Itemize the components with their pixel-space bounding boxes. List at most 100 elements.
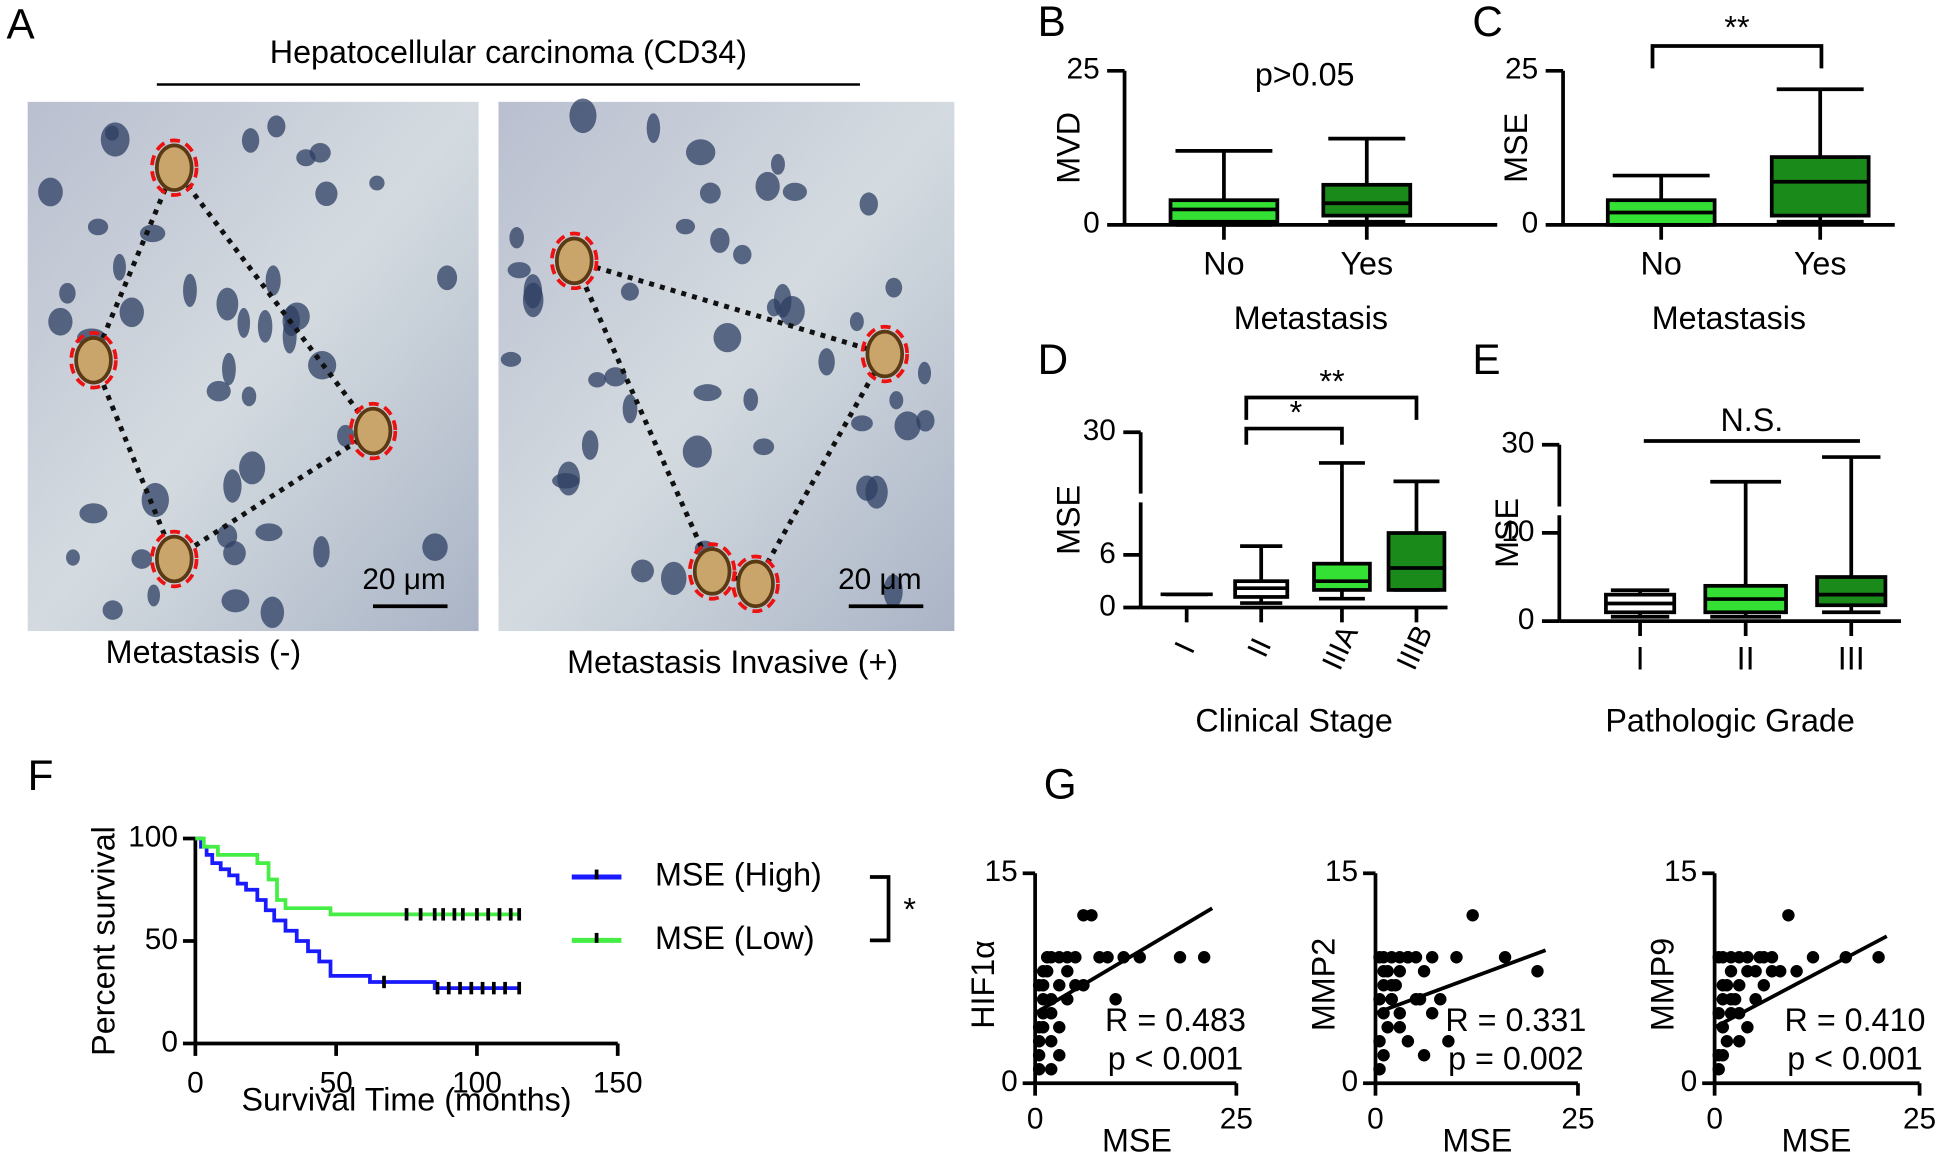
x-tick-label: Yes	[1794, 245, 1847, 281]
point	[1724, 965, 1738, 978]
x-tick-label: 100	[452, 1066, 502, 1099]
nucleus	[523, 274, 543, 309]
nucleus	[257, 309, 273, 343]
y-tick-label: 0	[1522, 207, 1539, 240]
nucleus	[239, 451, 266, 485]
point	[1753, 951, 1766, 964]
nucleus	[743, 388, 759, 411]
y-tick-label: 30	[1501, 427, 1534, 460]
x-tick-label: 25	[1903, 1102, 1936, 1135]
nucleus	[267, 115, 286, 138]
point	[1442, 1035, 1455, 1048]
y-axis-label: MSE	[1051, 485, 1087, 555]
point	[1377, 1049, 1390, 1062]
significance-bracket	[1244, 426, 1344, 445]
point	[1053, 979, 1066, 992]
x-tick-label: No	[1203, 245, 1244, 281]
nucleus	[713, 323, 742, 353]
nucleus	[699, 182, 721, 204]
y-tick-label: 0	[1681, 1065, 1698, 1098]
nucleus	[753, 438, 775, 456]
fit-line	[1374, 948, 1547, 1015]
nucleus	[851, 415, 873, 432]
significance-bracket	[1650, 44, 1824, 69]
panel-title: Hepatocellular carcinoma (CD34)	[270, 34, 747, 70]
point	[1044, 1007, 1058, 1020]
x-tick-label: II	[1737, 640, 1755, 676]
y-tick-label: 0	[1083, 207, 1100, 240]
vessel-outline	[69, 331, 118, 390]
nucleus	[59, 282, 76, 304]
nucleus	[315, 181, 338, 207]
point	[1373, 1063, 1386, 1076]
annotation: **	[1319, 363, 1345, 399]
nucleus	[818, 348, 835, 376]
fit-line	[1034, 906, 1214, 1015]
nucleus	[183, 273, 197, 308]
panel-letter: F	[28, 752, 54, 799]
point	[1425, 951, 1439, 964]
y-axis-label: MSE	[1498, 113, 1534, 183]
point	[1720, 1035, 1734, 1048]
vessel	[154, 534, 194, 584]
point	[1712, 1049, 1725, 1062]
nucleus	[102, 600, 123, 620]
x-axis-label: Metastasis	[1234, 300, 1388, 336]
y-tick-label: 25	[1505, 53, 1538, 86]
nucleus	[48, 307, 73, 336]
annotation: p>0.05	[1255, 57, 1355, 93]
x-tick-label: III	[1838, 640, 1865, 676]
box	[1386, 531, 1447, 592]
x-tick-label: 25	[1220, 1102, 1253, 1135]
point	[1036, 965, 1050, 978]
nucleus	[260, 596, 285, 629]
point	[1417, 1049, 1431, 1062]
point	[1173, 951, 1187, 964]
point	[1401, 1035, 1415, 1048]
nucleus	[87, 218, 109, 236]
panel-letter: D	[1038, 336, 1069, 383]
x-axis-label: Survival Time (months)	[242, 1081, 572, 1117]
x-axis-label: Clinical Stage	[1195, 703, 1392, 739]
vessel-outline	[860, 324, 910, 384]
nucleus	[223, 541, 246, 566]
nucleus	[282, 318, 297, 354]
point	[1872, 951, 1885, 964]
nucleus	[216, 287, 239, 321]
y-tick-label: 15	[985, 855, 1018, 888]
point	[1069, 951, 1082, 964]
y-tick-label: 0	[161, 1025, 178, 1058]
y-tick-label: 6	[1099, 537, 1116, 570]
annotation: p = 0.002	[1448, 1040, 1584, 1076]
nucleus	[119, 297, 144, 328]
panel-letter: B	[1038, 0, 1066, 45]
vessel	[692, 547, 732, 596]
annotation: R = 0.483	[1105, 1002, 1246, 1038]
vessel-link	[569, 256, 889, 587]
x-tick-label: No	[1641, 245, 1682, 281]
nucleus	[917, 361, 932, 385]
nucleus	[849, 312, 864, 332]
annotation: p < 0.001	[1108, 1040, 1244, 1076]
x-tick-label: IIIB	[1391, 621, 1440, 675]
vessel	[154, 143, 194, 192]
x-axis-label: MSE	[1102, 1122, 1172, 1158]
legend-label: MSE (Low)	[655, 920, 815, 956]
y-axis-label: MMP9	[1644, 938, 1680, 1031]
vessel-outline	[150, 529, 199, 589]
y-tick-label: 0	[1099, 589, 1116, 622]
y-axis-label: MSE	[1489, 498, 1525, 568]
nucleus	[507, 262, 531, 279]
significance-bracket	[1244, 395, 1419, 420]
annotation: N.S.	[1720, 402, 1783, 438]
survival-curve	[195, 836, 520, 990]
point	[1790, 965, 1803, 978]
panel-letter: C	[1472, 0, 1503, 45]
annotation: R = 0.410	[1785, 1002, 1926, 1038]
y-axis-label: HIF1α	[965, 940, 1001, 1029]
point	[1712, 1063, 1725, 1076]
point	[1773, 965, 1787, 978]
point	[1032, 979, 1046, 992]
point	[1197, 951, 1211, 964]
nucleus	[241, 128, 260, 153]
